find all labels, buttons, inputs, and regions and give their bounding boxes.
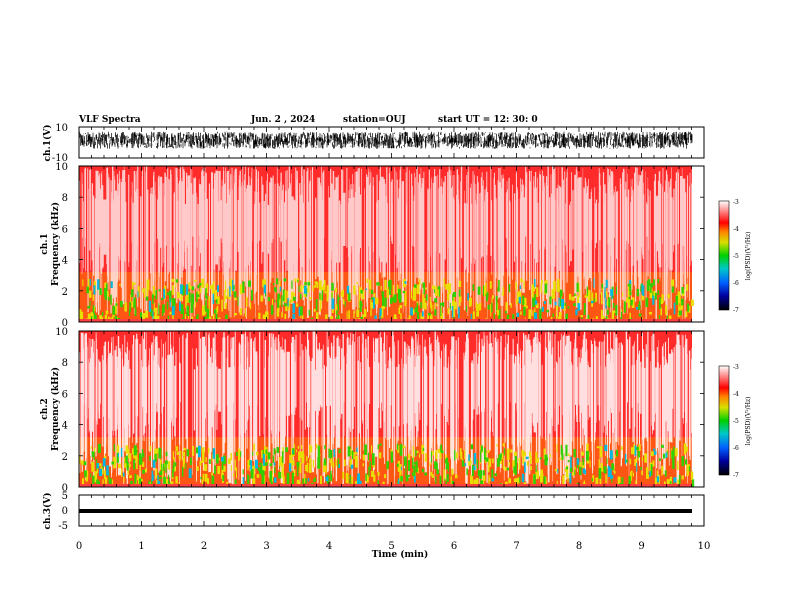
ch1-waveform-trace (79, 131, 693, 149)
x-tick-label: 2 (201, 541, 207, 552)
ch2-colorbar-tick-6: -6 (733, 445, 739, 452)
station-label: station=OUJ (343, 115, 406, 125)
x-tick-label: 10 (698, 541, 711, 552)
ch1-waveform-ylabel: ch.1(V) (42, 125, 53, 162)
ch2-colorbar-tick-7: -7 (733, 472, 739, 479)
x-tick-label: 6 (451, 541, 457, 552)
spectrogram-ytick-label: 10 (55, 327, 68, 338)
ch1-spectrogram-ylabel-channel: ch.1 (40, 233, 50, 254)
ch1-spectrogram-yticks: 0 2 4 6 8 10 (55, 162, 704, 329)
spectrogram-ytick-label: 4 (62, 421, 68, 432)
spectrogram-baseline (79, 484, 692, 487)
ch1-spectrogram-ylabel-freq: Frequency (kHz) (50, 202, 61, 286)
x-tick-label: 0 (76, 541, 82, 552)
ch2-colorbar-tick-5: -5 (733, 418, 739, 425)
ch2-colorbar-label: log(PSD)(V²/Hz) (745, 397, 752, 446)
ch2-spectrogram-heatmap (79, 331, 695, 487)
ch1-colorbar-tick-6: -6 (733, 280, 739, 287)
x-tick-label: 5 (388, 541, 394, 552)
ch1-spectrogram-panel: 0 2 4 6 8 10 ch.1 Frequency (kHz) (40, 162, 705, 329)
spectrogram-ytick-label: 4 (62, 256, 68, 267)
x-tick-label: 4 (326, 541, 332, 552)
ch3-waveform-panel: 5 0 -5 ch.3(V) (42, 491, 705, 532)
ch1-waveform-path (79, 131, 693, 149)
x-axis-tick-labels: 0 1 2 3 4 5 6 7 8 9 10 (76, 541, 711, 552)
ch2-colorbar-tick-4: -4 (733, 391, 739, 398)
x-tick-label: 8 (576, 541, 582, 552)
x-tick-label: 7 (513, 541, 519, 552)
ch2-colorbar-tick-3: -3 (733, 364, 739, 371)
figure-title: VLF Spectra (78, 115, 141, 125)
x-tick-label: 3 (263, 541, 269, 552)
ch1-ytick-top: 10 (55, 123, 68, 134)
ch1-colorbar: -3 -4 -5 -6 -7 log(PSD)(V²/Hz) (718, 199, 752, 314)
ch2-spectrogram-ylabel-channel: ch.2 (40, 398, 50, 419)
ch1-colorbar-tick-3: -3 (733, 199, 739, 206)
x-axis-ticks (78, 127, 705, 526)
x-tick-label: 9 (638, 541, 644, 552)
ch1-ytick-bottom: -10 (52, 153, 68, 164)
date-label: Jun. 2 , 2024 (250, 115, 315, 125)
spectrogram-ytick-label: 2 (62, 287, 68, 298)
spectrogram-green-energy (83, 443, 695, 487)
ch1-colorbar-tick-7: -7 (733, 307, 739, 314)
ch2-spectrogram-panel: 0 2 4 6 8 10 ch.2 Frequency (kHz) (40, 327, 705, 494)
spectrogram-white-streaks (79, 331, 693, 487)
ch1-colorbar-bar (718, 200, 730, 311)
x-axis-label: Time (min) (372, 549, 429, 560)
ch2-colorbar: -3 -4 -5 -6 -7 log(PSD)(V²/Hz) (718, 364, 752, 479)
ch1-colorbar-tick-4: -4 (733, 226, 739, 233)
spectrogram-ytick-label: 10 (55, 162, 68, 173)
ch1-spectrogram-heatmap (79, 166, 694, 322)
ch3-ytick-mid: 0 (62, 506, 68, 517)
spectrogram-baseline (79, 319, 692, 322)
spectrogram-ytick-label: 0 (62, 318, 68, 329)
ch3-ytick-top: 5 (62, 491, 68, 502)
spectrogram-ytick-label: 8 (62, 193, 68, 204)
start-time-label: start UT = 12: 30: 0 (438, 115, 538, 125)
ch1-colorbar-label: log(PSD)(V²/Hz) (745, 232, 752, 281)
spectrogram-ytick-label: 2 (62, 452, 68, 463)
ch1-colorbar-tick-5: -5 (733, 253, 739, 260)
ch2-colorbar-bar (718, 365, 730, 476)
ch2-spectrogram-yticks: 0 2 4 6 8 10 (55, 327, 704, 494)
spectrogram-ytick-label: 6 (62, 389, 68, 400)
x-tick-label: 1 (138, 541, 144, 552)
ch3-waveform-ylabel: ch.3(V) (42, 493, 53, 530)
spectrogram-ytick-label: 6 (62, 224, 68, 235)
spectrogram-ytick-label: 8 (62, 358, 68, 369)
ch2-spectrogram-ylabel-freq: Frequency (kHz) (50, 367, 61, 451)
spectrogram-ytick-label: 0 (62, 483, 68, 494)
spectrogram-white-streaks (79, 166, 693, 322)
ch3-ytick-bottom: -5 (58, 521, 68, 532)
